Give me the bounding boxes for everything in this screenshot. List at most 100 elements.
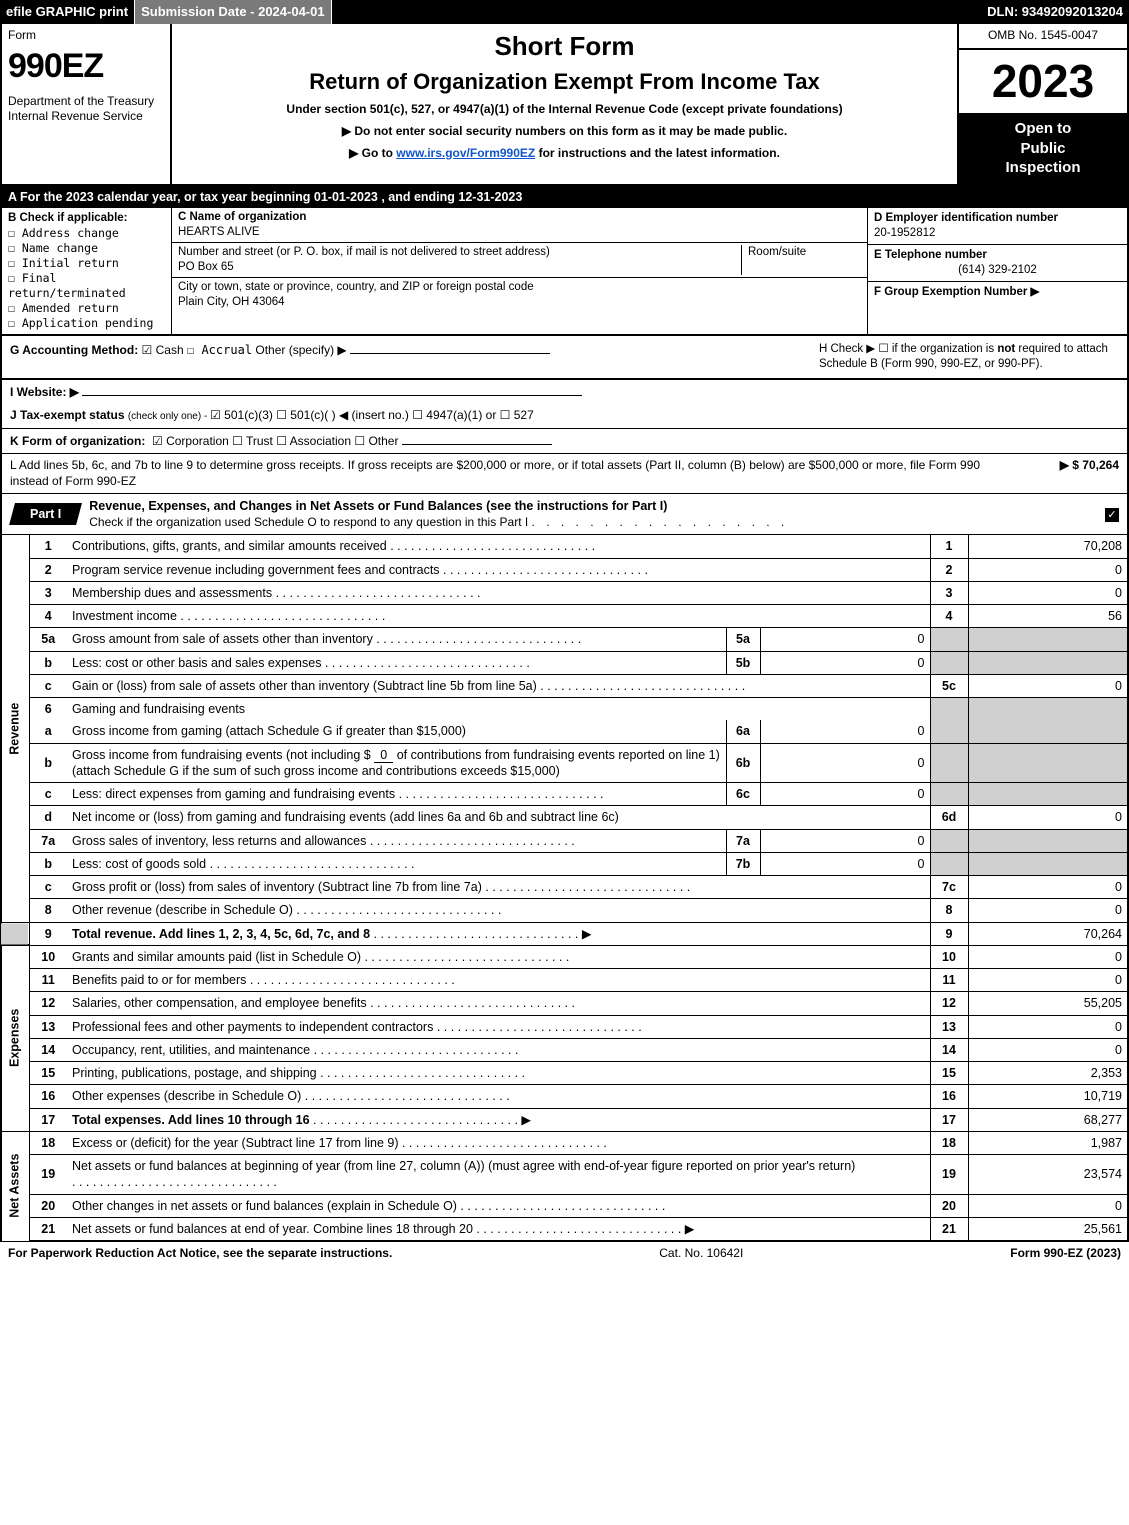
j-small: (check only one) -	[128, 411, 210, 422]
g-accounting: G Accounting Method: Cash Accrual Other …	[10, 342, 799, 372]
sidebar-blank	[1, 922, 29, 945]
g-other-blank[interactable]	[350, 342, 550, 354]
bcdef-grid: B Check if applicable: Address change Na…	[0, 208, 1129, 336]
table-row: b Gross income from fundraising events (…	[1, 743, 1128, 783]
footer-form-num: 990-EZ	[1044, 1246, 1083, 1260]
k-label: K Form of organization:	[10, 434, 145, 448]
val: 0	[968, 674, 1128, 697]
chk-final-return[interactable]: Final return/terminated	[8, 271, 165, 301]
part1-title: Revenue, Expenses, and Changes in Net As…	[89, 498, 1095, 514]
line-desc: Less: cost or other basis and sales expe…	[72, 656, 321, 670]
val: 0	[968, 1015, 1128, 1038]
ln: 21	[29, 1217, 67, 1241]
val-shade	[968, 852, 1128, 875]
line-desc: Net income or (loss) from gaming and fun…	[72, 810, 619, 824]
table-row: 2 Program service revenue including gove…	[1, 558, 1128, 581]
ein-value: 20-1952812	[874, 226, 1121, 241]
irs-label: Internal Revenue Service	[8, 109, 164, 125]
org-city: Plain City, OH 43064	[178, 295, 861, 310]
rn: 20	[930, 1194, 968, 1217]
rn-shade	[930, 852, 968, 875]
line-desc: Professional fees and other payments to …	[72, 1020, 433, 1034]
rn: 9	[930, 922, 968, 945]
line-desc-6b-1: Gross income from fundraising events (no…	[72, 748, 371, 762]
ln: 15	[29, 1062, 67, 1085]
rn-shade	[930, 651, 968, 674]
table-row: 20 Other changes in net assets or fund b…	[1, 1194, 1128, 1217]
table-row: 14 Occupancy, rent, utilities, and maint…	[1, 1038, 1128, 1061]
ln: 4	[29, 605, 67, 628]
d-ein-cell: D Employer identification number 20-1952…	[868, 208, 1127, 245]
part1-sub-text: Check if the organization used Schedule …	[89, 515, 528, 529]
val: 55,205	[968, 992, 1128, 1015]
chk-name-change[interactable]: Name change	[8, 241, 165, 256]
sub-n: 7a	[726, 829, 760, 852]
rn: 10	[930, 945, 968, 968]
header-mid: Short Form Return of Organization Exempt…	[172, 24, 957, 184]
ln: 5a	[29, 628, 67, 651]
line-desc: Less: cost of goods sold	[72, 857, 206, 871]
chk-amended-return[interactable]: Amended return	[8, 301, 165, 316]
g-label: G Accounting Method:	[10, 343, 138, 357]
header-left: Form 990EZ Department of the Treasury In…	[2, 24, 172, 184]
org-name: HEARTS ALIVE	[178, 225, 861, 240]
table-row: 4 Investment income 4 56	[1, 605, 1128, 628]
ln: c	[29, 876, 67, 899]
val: 0	[968, 581, 1128, 604]
line-desc: Membership dues and assessments	[72, 586, 272, 600]
k-row: K Form of organization: ☑ Corporation ☐ …	[0, 429, 1129, 455]
open-label: Open to	[963, 119, 1123, 139]
line-desc: Gross profit or (loss) from sales of inv…	[72, 880, 482, 894]
ln: 16	[29, 1085, 67, 1108]
return-title: Return of Organization Exempt From Incom…	[180, 68, 949, 97]
chk-address-change[interactable]: Address change	[8, 226, 165, 241]
val: 0	[968, 899, 1128, 922]
val-shade	[968, 628, 1128, 651]
sidebar-netassets: Net Assets	[1, 1131, 29, 1241]
rn: 4	[930, 605, 968, 628]
goto-link[interactable]: www.irs.gov/Form990EZ	[396, 146, 535, 160]
table-row: 5a Gross amount from sale of assets othe…	[1, 628, 1128, 651]
l-row: L Add lines 5b, 6c, and 7b to line 9 to …	[0, 454, 1129, 494]
ln: 19	[29, 1155, 67, 1195]
rn: 6d	[930, 806, 968, 829]
sub-v: 0	[760, 720, 930, 743]
rn: 3	[930, 581, 968, 604]
sub-v: 0	[760, 783, 930, 806]
footer-cat-no: Cat. No. 10642I	[392, 1246, 1010, 1262]
chk-cash[interactable]: Cash	[142, 343, 184, 357]
table-row: Expenses 10 Grants and similar amounts p…	[1, 945, 1128, 968]
ln: 6	[29, 698, 67, 721]
line-desc: Gross income from gaming (attach Schedul…	[72, 724, 466, 738]
ln: b	[29, 743, 67, 783]
efile-label[interactable]: efile GRAPHIC print	[0, 0, 135, 24]
b-header: B Check if applicable:	[8, 211, 165, 226]
k-other-blank[interactable]	[402, 433, 552, 445]
c-city-label: City or town, state or province, country…	[178, 280, 861, 295]
chk-application-pending[interactable]: Application pending	[8, 316, 165, 331]
donot-ssn: ▶ Do not enter social security numbers o…	[180, 124, 949, 140]
footer-form-pre: Form	[1010, 1246, 1043, 1260]
chk-initial-return[interactable]: Initial return	[8, 256, 165, 271]
website-blank[interactable]	[82, 384, 582, 396]
tel-value: (614) 329-2102	[874, 263, 1121, 278]
section-a-band: A For the 2023 calendar year, or tax yea…	[0, 186, 1129, 208]
i-website-row: I Website: ▶	[0, 380, 1129, 405]
val: 2,353	[968, 1062, 1128, 1085]
sub-n: 7b	[726, 852, 760, 875]
line-desc: Net assets or fund balances at end of ye…	[72, 1222, 473, 1236]
table-row: c Gain or (loss) from sale of assets oth…	[1, 674, 1128, 697]
rn: 8	[930, 899, 968, 922]
sub-n: 6c	[726, 783, 760, 806]
rn: 11	[930, 969, 968, 992]
gh-row: G Accounting Method: Cash Accrual Other …	[0, 336, 1129, 380]
rn-shade	[930, 628, 968, 651]
chk-accrual[interactable]: Accrual	[187, 343, 252, 357]
k-options: ☑ Corporation ☐ Trust ☐ Association ☐ Ot…	[152, 434, 398, 448]
form-number: 990EZ	[8, 44, 164, 88]
i-label: I Website: ▶	[10, 385, 79, 399]
line-desc: Salaries, other compensation, and employ…	[72, 996, 367, 1010]
open-public-inspection: Open to Public Inspection	[959, 113, 1127, 184]
topbar: efile GRAPHIC print Submission Date - 20…	[0, 0, 1129, 24]
ln: 7a	[29, 829, 67, 852]
